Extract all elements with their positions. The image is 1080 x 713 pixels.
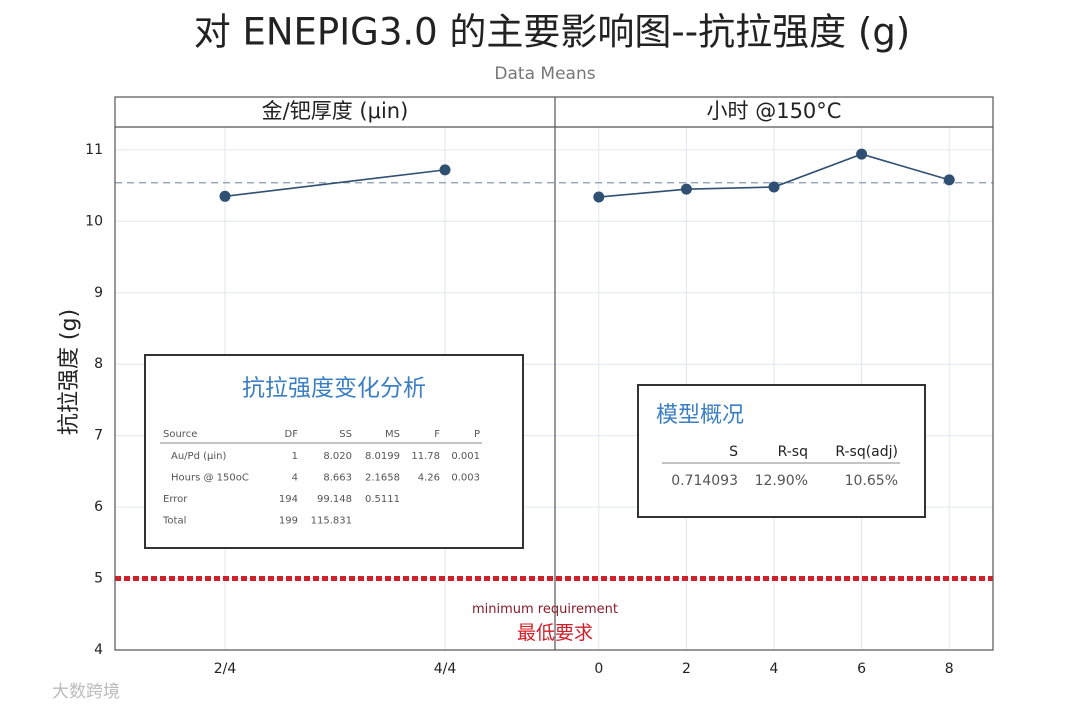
anova-cell: 4.26 [418,473,440,484]
data-point [219,190,231,202]
x-tick-label: 4/4 [434,661,457,677]
x-tick-label: 4 [770,661,779,677]
y-tick-label: 5 [94,571,103,587]
anova-header: SS [339,429,352,440]
model-header: R-sq(adj) [835,444,898,460]
anova-cell: 194 [279,494,298,505]
model-header: R-sq [778,444,808,460]
anova-box [144,354,524,549]
anova-cell: 0.003 [451,473,480,484]
y-tick-label: 10 [85,213,103,229]
data-point [593,191,605,203]
model-title: 模型概况 [656,403,744,428]
data-point [943,174,955,186]
anova-cell: 8.0199 [365,451,400,462]
chart-subtitle: Data Means [494,64,595,84]
panel-title: 小时 @150°C [707,99,842,123]
reference-label: minimum requirement [472,602,618,617]
y-tick-label: 6 [94,499,103,515]
y-tick-label: 4 [94,642,103,658]
anova-cell: 11.78 [411,451,440,462]
anova-cell: Au/Pd (μin) [171,451,226,462]
anova-cell: 8.020 [323,451,352,462]
anova-cell: 2.1658 [365,473,400,484]
anova-cell: 4 [292,473,298,484]
anova-cell: 99.148 [317,494,352,505]
model-cell: 0.714093 [671,473,738,489]
model-box [637,384,926,518]
anova-header: F [434,429,440,440]
x-tick-label: 2 [682,661,691,677]
x-tick-label: 8 [945,661,954,677]
anova-cell: Error [163,494,188,505]
anova-cell: 0.5111 [365,494,400,505]
anova-header: MS [385,429,400,440]
anova-cell: 115.831 [311,516,352,527]
model-cell: 10.65% [845,473,898,489]
anova-header: P [474,429,480,440]
anova-cell: 199 [279,516,298,527]
plot-frame [114,96,994,651]
data-point [439,164,451,176]
y-tick-label: 7 [94,428,103,444]
data-point [768,181,780,193]
data-point [856,148,868,160]
watermark: 大数跨境 [52,682,120,702]
data-line [224,169,446,198]
model-header: S [729,444,738,460]
x-tick-label: 6 [857,661,866,677]
anova-title: 抗拉强度变化分析 [242,376,426,402]
y-tick-label: 8 [94,356,103,372]
chart-title: 对 ENEPIG3.0 的主要影响图--抗拉强度 (g) [194,11,911,54]
x-tick-label: 0 [594,661,603,677]
anova-header: Source [163,429,197,440]
anova-cell: 8.663 [323,473,352,484]
y-axis-label: 抗拉强度 (g) [57,309,82,435]
anova-cell: 1 [292,451,298,462]
anova-cell: Total [162,516,186,527]
y-tick-label: 9 [94,285,103,301]
panel-title: 金/钯厚度 (μin) [262,99,409,123]
anova-header: DF [285,429,299,440]
model-cell: 12.90% [755,473,808,489]
anova-cell: 0.001 [451,451,480,462]
data-point [680,183,692,195]
x-tick-label: 2/4 [214,661,237,677]
anova-cell: Hours @ 150oC [171,473,249,484]
y-tick-label: 11 [85,142,103,158]
